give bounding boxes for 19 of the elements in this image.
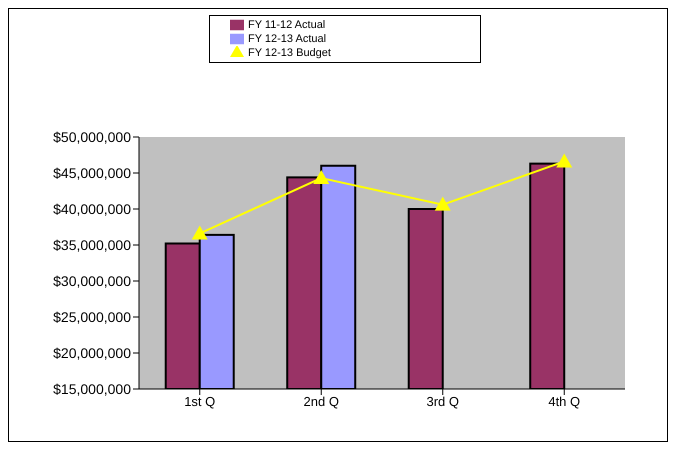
point xyxy=(313,170,330,184)
y-tick-label: $20,000,000 xyxy=(53,344,132,361)
x-tick-label: 3rd Q xyxy=(426,394,460,410)
x-tick-label: 1st Q xyxy=(184,394,216,410)
legend-label: FY 11-12 Actual xyxy=(248,18,326,31)
y-tick-label: $30,000,000 xyxy=(53,272,132,289)
y-tick-label: $25,000,000 xyxy=(53,308,132,325)
y-tick-label: $40,000,000 xyxy=(53,200,132,217)
point xyxy=(192,225,208,240)
y-tick-label: $35,000,000 xyxy=(53,236,132,253)
legend-label: FY 12-13 Actual xyxy=(248,32,326,45)
y-tick-label: $15,000,000 xyxy=(53,380,132,397)
x-tick-label: 4th Q xyxy=(548,394,580,410)
x-tick-label: 2nd Q xyxy=(304,394,339,410)
y-tick-label: $45,000,000 xyxy=(53,164,132,181)
point xyxy=(434,196,451,211)
point xyxy=(556,153,572,168)
y-tick-label: $50,000,000 xyxy=(53,128,132,145)
legend-label: FY 12-13 Budget xyxy=(248,46,331,59)
